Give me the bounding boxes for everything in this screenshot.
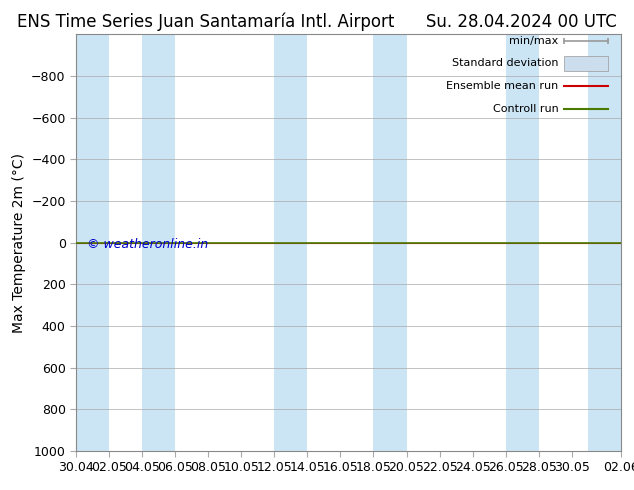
Text: Controll run: Controll run	[493, 104, 559, 114]
Bar	[76, 34, 109, 451]
Point	[88, 240, 96, 245]
Bar	[275, 34, 307, 451]
Text: Standard deviation: Standard deviation	[452, 58, 559, 69]
Text: ENS Time Series Juan Santamaría Intl. Airport      Su. 28.04.2024 00 UTC: ENS Time Series Juan Santamaría Intl. Ai…	[17, 12, 617, 31]
Text: © weatheronline.in: © weatheronline.in	[87, 238, 208, 251]
Bar	[506, 34, 539, 451]
Line: 2 pts: 2 pts	[561, 38, 611, 43]
Bar	[373, 34, 406, 451]
Text: Ensemble mean run: Ensemble mean run	[446, 81, 559, 91]
Point	[87, 240, 94, 245]
Bar	[142, 34, 175, 451]
Text: min/max: min/max	[509, 36, 559, 46]
Point	[88, 240, 96, 245]
Bar	[564, 56, 607, 71]
Y-axis label: Max Temperature 2m (°C): Max Temperature 2m (°C)	[11, 152, 25, 333]
Point	[88, 240, 96, 245]
Bar	[588, 34, 621, 451]
Point	[87, 240, 94, 245]
Point	[87, 240, 94, 245]
